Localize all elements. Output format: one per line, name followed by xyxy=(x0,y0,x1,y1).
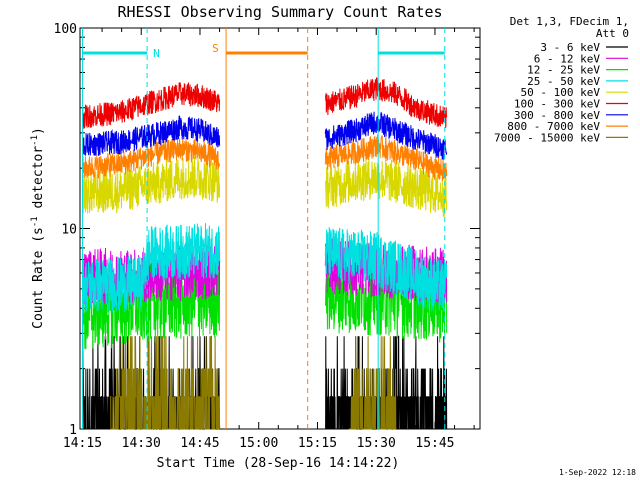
series-line xyxy=(82,155,221,215)
x-tick-label: 14:45 xyxy=(180,436,219,451)
series-line xyxy=(324,111,448,160)
series-line xyxy=(82,223,221,314)
series-line xyxy=(324,134,448,182)
series-line xyxy=(324,156,448,218)
y-axis-label: Count Rate (s-1 detector-1) xyxy=(30,127,46,329)
x-tick-label: 14:30 xyxy=(122,436,161,451)
x-tick-label: 15:30 xyxy=(357,436,396,451)
legend-entry-label: 50 - 100 keV xyxy=(521,86,601,99)
series-line xyxy=(324,227,448,312)
series-line xyxy=(348,336,397,430)
legend-entry-label: 12 - 25 keV xyxy=(527,64,600,77)
legend-entry-label: 3 - 6 keV xyxy=(540,41,600,54)
series-line xyxy=(82,82,221,129)
series-line xyxy=(324,77,448,129)
y-tick-label: 100 xyxy=(54,22,77,37)
y-tick-label: 10 xyxy=(61,223,77,238)
series-line xyxy=(324,254,448,343)
series-line xyxy=(82,137,221,179)
flag-label-s: S xyxy=(212,42,219,55)
legend-entry-label: 7000 - 15000 keV xyxy=(494,131,600,144)
y-tick-label: 1 xyxy=(69,423,77,438)
legend-entry-label: 6 - 12 keV xyxy=(534,52,601,65)
footer-timestamp: 1-Sep-2022 12:18 xyxy=(559,468,636,477)
x-tick-label: 15:00 xyxy=(239,436,278,451)
x-tick-label: 15:15 xyxy=(298,436,337,451)
series-layer xyxy=(82,77,448,430)
series-line xyxy=(82,115,221,157)
legend-header-line1: Det 1,3, FDecim 1, xyxy=(510,15,629,28)
x-axis-label: Start Time (28-Sep-16 14:14:22) xyxy=(157,456,400,471)
flag-label-n: N xyxy=(153,47,160,60)
legend-entry-label: 800 - 7000 keV xyxy=(507,120,600,133)
x-tick-labels: 14:15 14:30 14:45 15:00 15:15 15:30 15:45 xyxy=(63,436,455,451)
legend-entry-label: 25 - 50 keV xyxy=(527,75,600,88)
x-tick-label: 15:45 xyxy=(415,436,454,451)
chart-title: RHESSI Observing Summary Count Rates xyxy=(117,3,442,21)
legend-entry-label: 100 - 300 keV xyxy=(514,98,600,111)
series-line xyxy=(109,335,221,430)
y-tick-labels: 1 10 100 xyxy=(54,22,77,438)
legend-header-line2: Att 0 xyxy=(596,27,629,40)
x-tick-label: 14:15 xyxy=(63,436,102,451)
legend-entry-label: 300 - 800 keV xyxy=(514,109,600,122)
